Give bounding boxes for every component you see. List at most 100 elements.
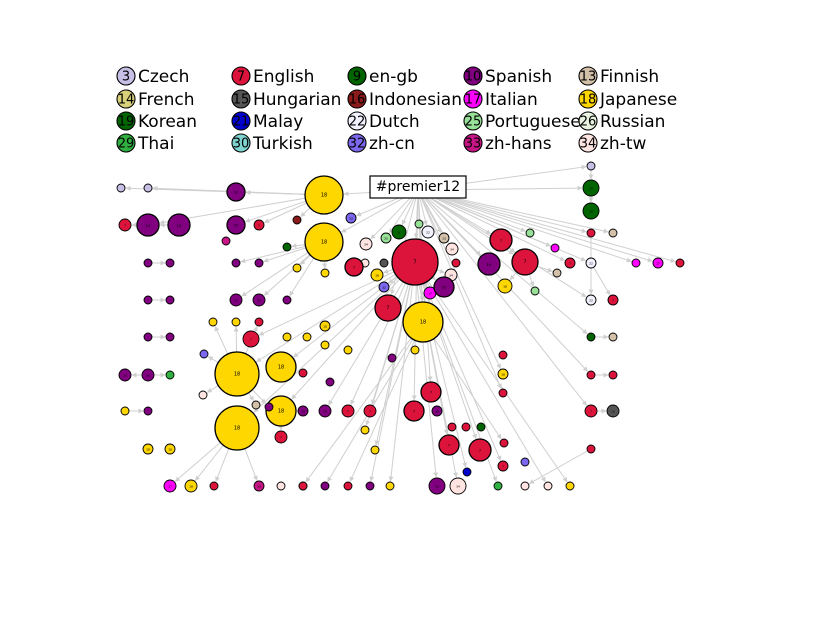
node-34[interactable] — [379, 258, 389, 268]
node-47[interactable] — [530, 286, 540, 296]
node-112[interactable]: 7 — [497, 460, 509, 472]
node-61[interactable] — [143, 332, 153, 342]
node-113[interactable]: 15 — [606, 404, 620, 418]
node-82[interactable]: 7 — [374, 294, 402, 322]
node-126[interactable]: 10 — [428, 477, 446, 495]
node-116[interactable]: 17 — [163, 479, 177, 493]
node-77[interactable] — [199, 349, 209, 359]
node-115[interactable]: 33 — [253, 480, 265, 492]
node-74[interactable]: 10 — [118, 368, 132, 382]
node-21[interactable] — [292, 263, 302, 273]
node-95[interactable]: 10 — [318, 404, 332, 418]
node-1[interactable] — [116, 183, 126, 193]
node-71[interactable] — [320, 340, 330, 350]
node-6[interactable]: 19 — [582, 179, 600, 197]
node-19[interactable] — [231, 258, 241, 268]
node-103[interactable]: 7 — [274, 430, 288, 444]
node-105[interactable]: 7 — [584, 404, 598, 418]
node-57[interactable] — [165, 295, 175, 305]
node-50[interactable] — [586, 228, 596, 238]
node-111[interactable] — [462, 467, 472, 477]
node-55[interactable] — [675, 258, 685, 268]
node-62[interactable] — [165, 332, 175, 342]
node-53[interactable] — [631, 258, 641, 268]
node-67[interactable] — [254, 317, 264, 327]
node-14[interactable]: 32 — [345, 212, 357, 224]
node-99[interactable]: 18 — [214, 405, 260, 451]
node-76[interactable] — [165, 370, 175, 380]
node-68[interactable] — [282, 332, 292, 342]
node-109[interactable] — [461, 422, 471, 432]
node-89[interactable] — [608, 370, 618, 380]
node-121[interactable] — [298, 481, 308, 491]
node-41[interactable]: 18 — [497, 278, 513, 294]
node-137[interactable] — [410, 345, 420, 355]
node-35[interactable]: 32 — [378, 281, 390, 293]
node-43[interactable] — [451, 258, 461, 268]
node-136[interactable] — [325, 377, 335, 387]
node-140[interactable] — [360, 425, 370, 435]
node-20[interactable] — [254, 258, 264, 268]
node-80[interactable] — [198, 390, 208, 400]
node-45[interactable] — [320, 268, 330, 278]
node-139[interactable] — [370, 445, 380, 455]
node-2[interactable] — [143, 183, 153, 193]
node-91[interactable] — [498, 350, 508, 360]
node-119[interactable] — [276, 481, 286, 491]
node-52[interactable] — [608, 228, 618, 238]
node-138[interactable] — [343, 345, 353, 355]
node-101[interactable]: 7 — [420, 381, 442, 403]
node-110[interactable] — [499, 438, 509, 448]
node-5[interactable] — [586, 161, 596, 171]
node-3[interactable]: 10 — [226, 182, 246, 202]
node-4[interactable]: 18 — [304, 175, 344, 215]
node-58[interactable]: 10 — [229, 293, 243, 307]
node-13[interactable] — [292, 215, 302, 225]
node-81[interactable]: 7 — [242, 330, 260, 348]
node-78[interactable]: 18 — [214, 351, 260, 397]
node-42[interactable]: 10 — [433, 276, 455, 298]
node-25[interactable]: 9 — [391, 224, 407, 240]
node-15[interactable] — [221, 236, 231, 246]
node-98[interactable]: 7 — [403, 400, 425, 422]
node-63[interactable]: 22 — [585, 294, 597, 306]
node-60[interactable] — [282, 295, 292, 305]
node-32[interactable]: 7 — [344, 257, 364, 277]
node-122[interactable] — [320, 481, 330, 491]
node-73[interactable] — [608, 332, 618, 342]
node-16[interactable]: 18 — [304, 222, 344, 262]
node-69[interactable] — [302, 332, 312, 342]
node-84[interactable]: 18 — [265, 395, 297, 427]
node-106[interactable] — [447, 422, 457, 432]
node-59[interactable]: 10 — [252, 293, 266, 307]
node-114[interactable] — [586, 444, 596, 454]
node-135[interactable] — [387, 353, 397, 363]
node-39[interactable]: 7 — [489, 228, 513, 252]
node-36[interactable]: 7 — [391, 238, 439, 286]
node-24[interactable]: 25 — [380, 232, 392, 244]
node-131[interactable] — [565, 481, 575, 491]
node-86[interactable] — [264, 402, 274, 412]
node-130[interactable] — [543, 481, 553, 491]
node-7[interactable]: 19 — [582, 202, 600, 220]
node-93[interactable] — [120, 406, 130, 416]
node-75[interactable]: 10 — [141, 368, 155, 382]
node-17[interactable] — [143, 258, 153, 268]
node-66[interactable] — [231, 317, 241, 327]
node-18[interactable] — [165, 258, 175, 268]
node-11[interactable]: 10 — [226, 215, 246, 235]
node-27[interactable]: 22 — [421, 225, 435, 239]
node-134[interactable] — [520, 457, 530, 467]
node-72[interactable] — [586, 332, 596, 342]
node-22[interactable] — [282, 242, 292, 252]
node-8[interactable]: 7 — [118, 218, 132, 232]
node-108[interactable]: 7 — [468, 438, 492, 462]
node-64[interactable]: 7 — [607, 294, 619, 306]
node-97[interactable]: 7 — [363, 404, 377, 418]
node-12[interactable]: 7 — [253, 219, 265, 231]
node-44[interactable] — [525, 228, 535, 238]
node-79[interactable]: 18 — [265, 351, 297, 383]
node-56[interactable] — [143, 295, 153, 305]
node-100[interactable]: 18 — [142, 443, 154, 455]
node-117[interactable]: 18 — [184, 479, 198, 493]
